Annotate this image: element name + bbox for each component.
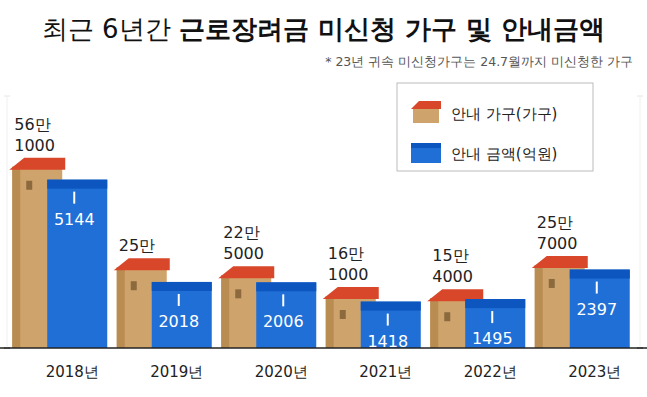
- amount-bar: [152, 282, 212, 348]
- label-line: 4000: [432, 267, 473, 286]
- labels: 56만1000514425만201822만5000200616만10001418…: [14, 115, 617, 351]
- title-part: 근로장려금 미신청 가구 및 안내금액: [179, 14, 605, 44]
- x-tick-label: 2018년: [46, 363, 99, 381]
- house-window: [549, 279, 555, 288]
- amount-bar: [256, 282, 316, 348]
- house-label: 16만 1000: [328, 244, 369, 284]
- x-tick-label: 2021년: [359, 363, 412, 381]
- amount-top: [570, 270, 630, 279]
- house-window: [340, 310, 346, 319]
- amount-top: [152, 282, 212, 291]
- legend-swatch-top: [411, 143, 441, 148]
- house-label: 25만: [119, 236, 155, 255]
- label-line: 56만: [14, 115, 50, 134]
- label-line: 5000: [223, 244, 264, 263]
- house-shade: [117, 267, 125, 348]
- legend-roof: [411, 101, 441, 109]
- y-axis: [7, 96, 8, 348]
- house-window: [26, 181, 32, 190]
- house-roof: [218, 266, 274, 278]
- amount-label: 2018: [158, 312, 199, 331]
- legend-label: 안내 가구(가구): [451, 105, 557, 123]
- amount-top: [256, 282, 316, 291]
- label-line: 25만: [537, 213, 573, 232]
- amount-top: [361, 302, 421, 311]
- subtitle: * 23년 귀속 미신청가구는 24.7월까지 미신청한 가구: [325, 54, 633, 69]
- amount-bar: [570, 270, 630, 348]
- amount-top: [465, 299, 525, 308]
- house-shade: [12, 167, 20, 348]
- label-line: 7000: [537, 234, 578, 253]
- amount-label: 5144: [54, 210, 95, 229]
- house-roof: [114, 258, 170, 270]
- x-tick-label: 2020년: [255, 363, 308, 381]
- chart-root: 최근 6년간 근로장려금 미신청 가구 및 안내금액 * 23년 귀속 미신청가구…: [0, 0, 647, 397]
- amount-ribbon: [596, 282, 598, 294]
- label-line: 25만: [119, 236, 155, 255]
- legend-label: 안내 금액(억원): [451, 145, 557, 163]
- chart: 최근 6년간 근로장려금 미신청 가구 및 안내금액 * 23년 귀속 미신청가구…: [0, 0, 647, 397]
- baseline: [0, 347, 647, 349]
- label-line: 1000: [14, 136, 55, 155]
- house-shade: [326, 296, 334, 348]
- house-shade: [430, 298, 438, 348]
- house-roof: [323, 287, 379, 299]
- house-roof: [9, 158, 65, 170]
- label-line: 15만: [432, 246, 468, 265]
- label-line: 1000: [328, 265, 369, 284]
- amount-ribbon: [178, 294, 180, 306]
- amount-label: 2397: [576, 300, 617, 319]
- amount-ribbon: [387, 314, 389, 326]
- amount-top: [47, 180, 107, 189]
- house-label: 15만 4000: [432, 246, 473, 286]
- house-shade: [221, 275, 229, 348]
- legend: 안내 가구(가구) 안내 금액(억원): [397, 83, 593, 171]
- house-window: [444, 312, 450, 321]
- amount-bar: [47, 180, 107, 348]
- amount-ribbon: [491, 311, 493, 323]
- legend-box: [397, 83, 593, 171]
- background: [0, 0, 647, 397]
- house-label: 56만 1000: [14, 115, 55, 155]
- amount-bar: [465, 299, 525, 348]
- amount-label: 2006: [263, 312, 304, 331]
- house-window: [131, 281, 137, 290]
- house-window: [235, 289, 241, 298]
- house-label: 25만 7000: [537, 213, 578, 253]
- amount-ribbon: [282, 294, 284, 306]
- house-label: 22만 5000: [223, 223, 264, 263]
- x-tick-label: 2023년: [568, 363, 621, 381]
- x-tick-label: 2022년: [464, 363, 517, 381]
- house-shade: [535, 265, 543, 348]
- y2-axis: [640, 96, 641, 348]
- legend-swatch: [413, 107, 439, 123]
- amount-ribbon: [73, 192, 75, 204]
- house-roof: [532, 256, 588, 268]
- title: 최근 6년간 근로장려금 미신청 가구 및 안내금액: [42, 14, 605, 44]
- label-line: 22만: [223, 223, 259, 242]
- legend-swatch: [411, 143, 441, 163]
- x-tick-label: 2019년: [150, 363, 203, 381]
- label-line: 16만: [328, 244, 364, 263]
- amount-label: 1495: [472, 329, 513, 348]
- title-part: 최근 6년간: [42, 14, 179, 44]
- marks: [9, 158, 630, 348]
